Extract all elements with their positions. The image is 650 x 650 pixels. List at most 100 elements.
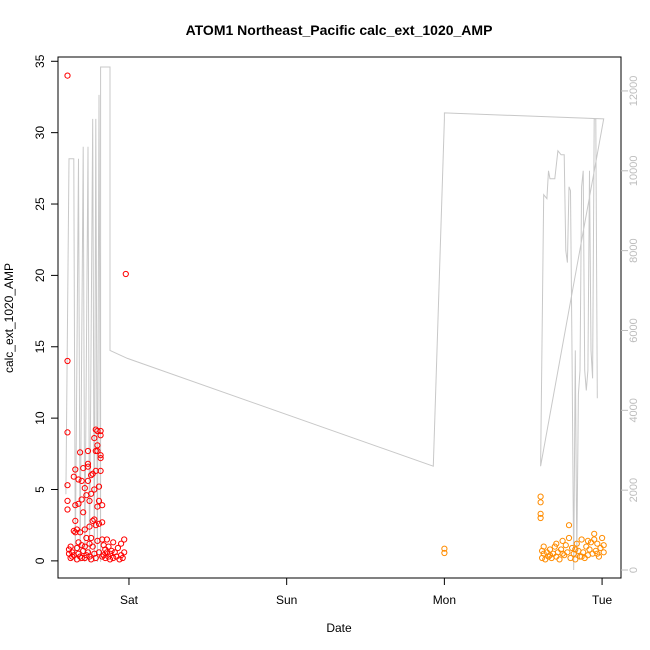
scatter-point xyxy=(64,506,71,513)
x-axis: Sat Sun Mon Tue xyxy=(120,578,613,607)
scatter-point xyxy=(91,516,98,523)
scatter-point xyxy=(553,540,560,547)
scatter-point xyxy=(84,460,92,467)
scatter-point xyxy=(64,429,71,436)
y2-tick-label: 12000 xyxy=(628,76,640,107)
scatter-point xyxy=(64,357,71,365)
scatter-point xyxy=(594,550,601,557)
scatter-point xyxy=(591,536,598,543)
scatter-point xyxy=(108,547,115,555)
scatter-point xyxy=(600,542,607,549)
scatter-point xyxy=(75,500,82,507)
scatter-point xyxy=(546,552,554,559)
y2-tick-label: 10000 xyxy=(628,155,640,186)
scatter-point xyxy=(106,556,114,563)
scatter-point xyxy=(565,534,573,542)
scatter-point xyxy=(81,543,88,550)
scatter-point xyxy=(94,427,101,435)
scatter-point xyxy=(569,544,576,552)
scatter-point xyxy=(97,467,104,474)
scatter-point xyxy=(64,72,71,79)
scatter-point xyxy=(97,455,104,462)
scatter-point xyxy=(84,477,92,484)
scatter-point xyxy=(97,427,104,435)
scatter-point xyxy=(558,546,565,553)
right-axis-line xyxy=(65,66,605,571)
scatter-point xyxy=(88,472,95,479)
scatter-point xyxy=(599,534,606,542)
scatter-point xyxy=(86,523,93,530)
scatter-point xyxy=(72,502,79,509)
y2-tick-label: 4000 xyxy=(628,398,640,422)
scatter-point xyxy=(111,549,118,556)
scatter-point xyxy=(77,449,84,456)
scatter-point xyxy=(565,522,573,529)
scatter-point xyxy=(572,546,579,553)
scatter-point xyxy=(600,549,607,556)
scatter-point xyxy=(540,543,547,550)
scatter-points xyxy=(64,72,607,563)
scatter-point xyxy=(594,540,601,547)
scatter-point xyxy=(586,546,593,553)
scatter-point xyxy=(103,536,111,543)
scatter-point xyxy=(64,497,71,504)
y-tick-label: 0 xyxy=(33,557,47,564)
scatter-point xyxy=(94,442,101,449)
scatter-point xyxy=(99,553,106,560)
x-axis-label: Date xyxy=(326,621,352,635)
scatter-point xyxy=(88,534,95,542)
scatter-point xyxy=(88,490,95,497)
scatter-point xyxy=(95,520,103,527)
y-tick-label: 25 xyxy=(33,197,47,211)
y2-tick-label: 6000 xyxy=(628,318,640,342)
x-tick-label: Mon xyxy=(433,593,456,607)
scatter-point xyxy=(70,473,77,480)
x-tick-label: Sat xyxy=(120,593,139,607)
y-tick-label: 20 xyxy=(33,268,47,282)
scatter-point xyxy=(537,499,544,506)
scatter-point xyxy=(78,554,85,562)
scatter-point xyxy=(122,270,129,278)
scatter-point xyxy=(97,452,104,459)
scatter-point xyxy=(559,550,566,557)
scatter-point xyxy=(92,522,99,529)
scatter-point xyxy=(105,543,112,550)
y2-tick-label: 2000 xyxy=(628,478,640,502)
scatter-point xyxy=(89,543,96,550)
scatter-point xyxy=(86,497,93,504)
y-tick-label: 30 xyxy=(33,126,47,140)
scatter-point xyxy=(83,534,90,542)
scatter-point xyxy=(81,526,88,533)
scatter-point xyxy=(70,527,77,535)
scatter-point xyxy=(97,432,104,439)
y-tick-label: 15 xyxy=(33,340,47,354)
scatter-point xyxy=(118,540,125,547)
y-tick-label: 5 xyxy=(33,486,47,493)
y2-tick-label: 8000 xyxy=(628,238,640,262)
scatter-point xyxy=(72,466,79,473)
scatter-point xyxy=(81,485,88,492)
x-tick-label: Sun xyxy=(276,593,297,607)
scatter-point xyxy=(551,543,558,550)
y-axis-label: calc_ext_1020_AMP xyxy=(2,263,16,373)
scatter-point xyxy=(95,549,103,556)
scatter-point xyxy=(73,544,81,552)
scatter-point xyxy=(95,497,103,504)
scatter-point xyxy=(578,553,585,560)
scatter-point xyxy=(559,537,566,545)
scatter-point xyxy=(121,536,128,543)
scatter-point xyxy=(69,553,76,560)
scatter-point xyxy=(572,556,579,563)
right-axis-line-series xyxy=(65,66,605,571)
scatter-point xyxy=(78,477,85,484)
chart-title: ATOM1 Northeast_Pacific calc_ext_1020_AM… xyxy=(186,22,493,38)
y2-tick-label: 0 xyxy=(628,567,640,573)
scatter-point xyxy=(584,537,592,545)
scatter-point xyxy=(67,543,74,550)
scatter-point xyxy=(94,447,101,455)
scatter-point xyxy=(562,542,569,549)
scatter-point xyxy=(99,502,106,509)
scatter-point xyxy=(91,486,98,493)
